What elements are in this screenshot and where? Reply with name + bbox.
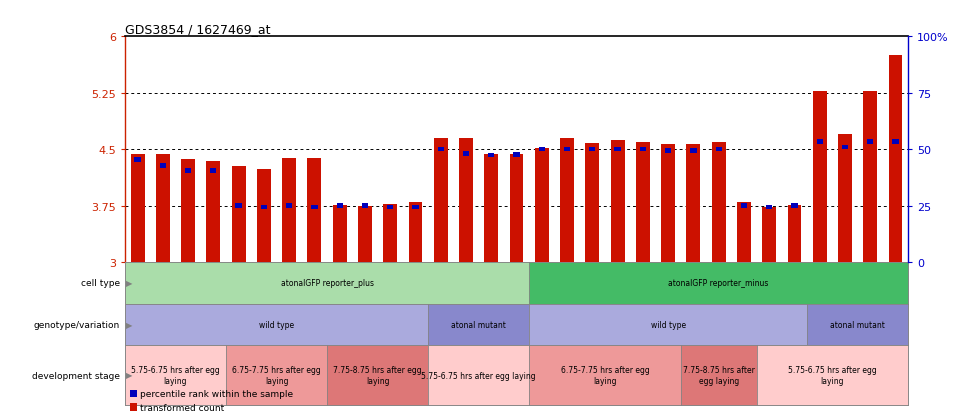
Bar <box>610 141 625 262</box>
Text: atonal mutant: atonal mutant <box>452 320 506 329</box>
Bar <box>207 162 220 262</box>
Bar <box>636 142 650 262</box>
Text: cell type: cell type <box>81 279 120 288</box>
Bar <box>686 145 701 262</box>
Text: wild type: wild type <box>651 320 686 329</box>
Bar <box>716 147 722 152</box>
Bar <box>867 140 874 145</box>
Bar <box>756 345 908 405</box>
Bar <box>791 204 798 209</box>
Bar <box>286 204 292 209</box>
Bar <box>712 142 726 262</box>
Bar <box>690 149 697 154</box>
Bar <box>459 138 473 262</box>
Bar <box>889 56 902 262</box>
Bar <box>661 145 675 262</box>
Bar <box>488 154 494 158</box>
Bar <box>560 138 574 262</box>
Text: ▶: ▶ <box>126 320 133 329</box>
Bar <box>387 205 393 210</box>
Bar <box>863 92 877 262</box>
Bar <box>260 205 267 210</box>
Bar <box>787 205 801 262</box>
Bar <box>530 262 908 304</box>
Bar <box>428 345 530 405</box>
Text: wild type: wild type <box>259 320 294 329</box>
Bar <box>530 345 680 405</box>
Text: atonalGFP reporter_plus: atonalGFP reporter_plus <box>281 279 374 288</box>
Bar <box>412 205 419 210</box>
Text: 5.75-6.75 hrs after egg
laying: 5.75-6.75 hrs after egg laying <box>131 365 220 385</box>
Bar <box>232 167 246 262</box>
Bar <box>210 169 216 173</box>
Text: atonalGFP reporter_minus: atonalGFP reporter_minus <box>669 279 769 288</box>
Bar <box>737 202 751 262</box>
Text: 6.75-7.75 hrs after egg
laying: 6.75-7.75 hrs after egg laying <box>560 365 650 385</box>
Bar <box>135 158 140 163</box>
Bar <box>362 204 368 209</box>
Bar <box>509 154 524 262</box>
Text: 6.75-7.75 hrs after egg
laying: 6.75-7.75 hrs after egg laying <box>233 365 321 385</box>
Text: 5.75-6.75 hrs after egg
laying: 5.75-6.75 hrs after egg laying <box>788 365 876 385</box>
Bar <box>327 345 428 405</box>
Bar <box>838 135 852 262</box>
Bar <box>463 152 469 157</box>
Text: ▶: ▶ <box>126 370 133 380</box>
Text: ▶: ▶ <box>126 279 133 288</box>
Bar <box>125 262 530 304</box>
Bar <box>564 147 570 152</box>
Bar <box>807 304 908 345</box>
Bar <box>185 169 191 173</box>
Bar <box>484 154 498 262</box>
Bar <box>539 147 545 152</box>
Text: 5.75-6.75 hrs after egg laying: 5.75-6.75 hrs after egg laying <box>421 370 536 380</box>
Text: 7.75-8.75 hrs after
egg laying: 7.75-8.75 hrs after egg laying <box>682 365 754 385</box>
Bar <box>336 204 343 209</box>
Bar <box>311 205 317 210</box>
Bar <box>640 147 646 152</box>
Bar <box>665 149 671 154</box>
Bar <box>817 140 823 145</box>
Bar <box>762 208 776 262</box>
Bar <box>842 145 849 150</box>
Text: 7.75-8.75 hrs after egg
laying: 7.75-8.75 hrs after egg laying <box>333 365 422 385</box>
Text: transformed count: transformed count <box>140 403 225 412</box>
Bar <box>535 148 549 262</box>
Bar <box>308 159 321 262</box>
Bar <box>226 345 327 405</box>
Bar <box>513 153 520 157</box>
Bar <box>283 159 296 262</box>
Bar <box>408 202 423 262</box>
Text: atonal mutant: atonal mutant <box>830 320 885 329</box>
Bar <box>428 304 530 345</box>
Bar <box>433 138 448 262</box>
Bar <box>813 92 826 262</box>
Text: genotype/variation: genotype/variation <box>34 320 120 329</box>
Bar <box>235 204 242 209</box>
Bar <box>160 164 166 169</box>
Bar <box>156 155 170 262</box>
Bar <box>257 169 271 262</box>
Bar <box>125 345 226 405</box>
Text: development stage: development stage <box>32 370 120 380</box>
Bar <box>181 159 195 262</box>
Text: percentile rank within the sample: percentile rank within the sample <box>140 389 293 398</box>
Bar <box>125 304 428 345</box>
Bar <box>589 147 596 152</box>
Bar <box>680 345 756 405</box>
Bar <box>741 204 747 209</box>
Bar <box>893 140 899 145</box>
Bar <box>766 205 773 210</box>
Bar <box>585 144 600 262</box>
Text: GDS3854 / 1627469_at: GDS3854 / 1627469_at <box>125 23 270 36</box>
Bar <box>333 205 347 262</box>
Bar <box>131 155 144 262</box>
Bar <box>383 204 397 262</box>
Bar <box>530 304 807 345</box>
Bar <box>437 147 444 152</box>
Bar <box>614 147 621 152</box>
Bar <box>358 206 372 262</box>
